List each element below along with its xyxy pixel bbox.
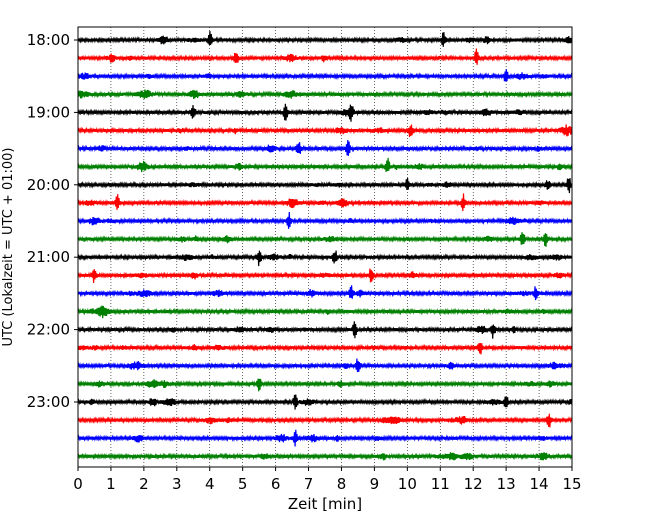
x-tick-label: 0 (73, 475, 83, 493)
trace-row-0 (77, 30, 573, 47)
x-tick-label: 10 (398, 475, 417, 493)
trace-row-17 (77, 343, 573, 355)
plot-frame (77, 26, 573, 468)
x-tick-label: 2 (139, 475, 149, 493)
trace-row-15 (77, 305, 573, 319)
trace-row-18 (77, 358, 573, 373)
x-tick-label: 5 (238, 475, 248, 493)
x-tick-label: 7 (304, 475, 314, 493)
trace-row-19 (77, 378, 573, 392)
y-axis-label: UTC (Lokalzeit = UTC + 01:00) (1, 148, 16, 347)
x-axis-label: Zeit [min] (288, 495, 362, 513)
x-tick-label: 15 (562, 475, 581, 493)
trace-row-2 (77, 69, 573, 82)
trace-row-6 (77, 139, 573, 156)
trace-row-16 (77, 321, 573, 339)
trace-row-5 (77, 124, 573, 137)
trace-row-9 (77, 193, 573, 212)
trace-row-4 (77, 103, 573, 122)
y-tick-label: 18:00 (27, 31, 70, 49)
x-tick-label: 13 (497, 475, 516, 493)
trace-row-21 (77, 413, 573, 428)
x-tick-label: 6 (271, 475, 281, 493)
trace-row-1 (77, 48, 573, 65)
seismic-traces (77, 30, 573, 461)
x-tick-label: 9 (370, 475, 380, 493)
y-tick-label: 19:00 (27, 103, 70, 121)
y-tick-label: 23:00 (27, 393, 70, 411)
y-tick-label: 21:00 (27, 248, 70, 266)
trace-row-20 (77, 394, 573, 410)
x-axis-ticks: 0 1 2 3 4 5 6 7 8 9 10 11 12 13 14 15 (73, 467, 582, 493)
x-tick-label: 1 (106, 475, 116, 493)
trace-row-22 (77, 429, 573, 447)
x-tick-label: 3 (172, 475, 182, 493)
y-tick-label: 20:00 (27, 176, 70, 194)
trace-row-10 (77, 211, 573, 229)
x-tick-label: 11 (431, 475, 450, 493)
x-tick-label: 4 (205, 475, 215, 493)
x-tick-label: 12 (464, 475, 483, 493)
x-tick-label: 14 (530, 475, 549, 493)
trace-row-7 (77, 157, 573, 173)
trace-row-14 (77, 285, 573, 301)
vertical-grid-lines (110, 27, 540, 467)
trace-row-12 (77, 250, 573, 267)
y-axis-ticks: 18:00 19:00 20:00 21:00 22:00 23:00 (27, 31, 78, 411)
trace-row-11 (77, 232, 573, 247)
y-tick-label: 22:00 (27, 321, 70, 339)
x-tick-label: 8 (337, 475, 347, 493)
trace-row-8 (77, 177, 573, 194)
trace-row-23 (77, 452, 573, 461)
trace-row-3 (77, 89, 573, 99)
trace-row-13 (77, 268, 573, 284)
